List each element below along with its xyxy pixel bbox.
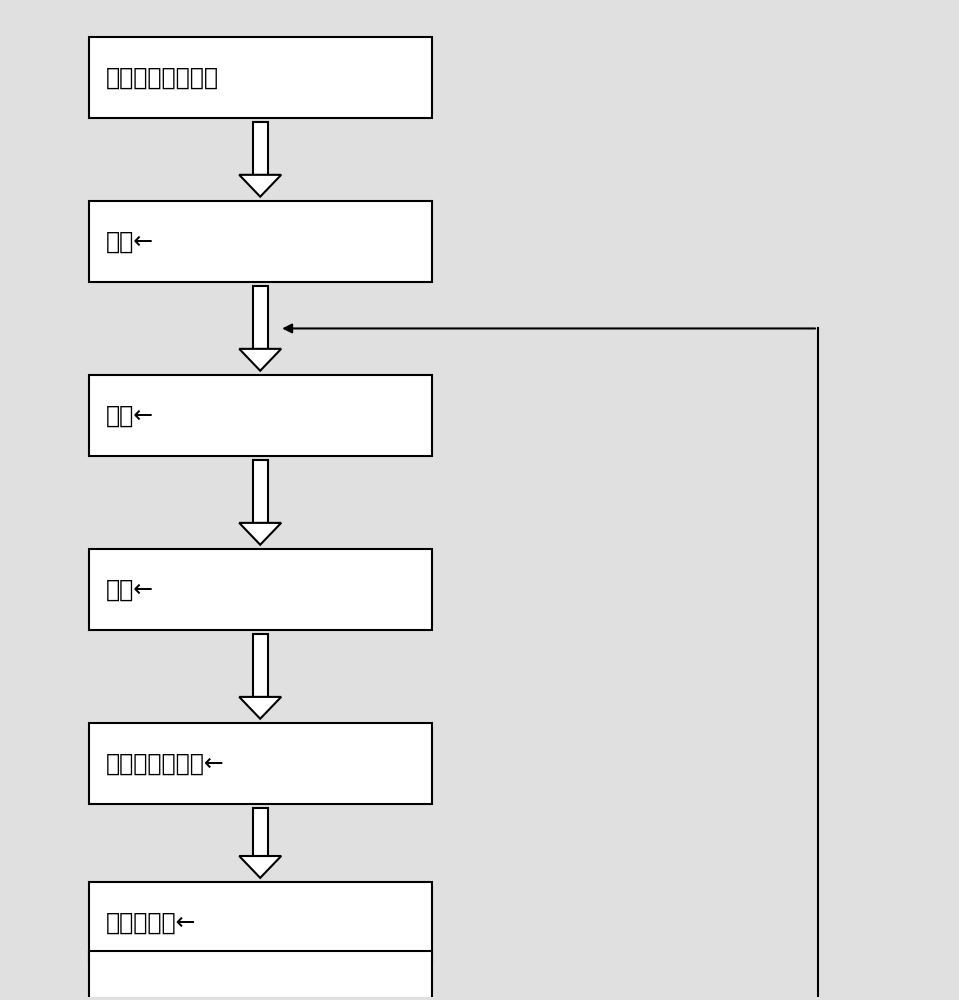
- FancyBboxPatch shape: [88, 37, 432, 118]
- Text: 提供低钔銅合金样: 提供低钔銅合金样: [105, 65, 219, 89]
- Bar: [88, 951, 432, 999]
- Polygon shape: [239, 523, 281, 545]
- Polygon shape: [239, 175, 281, 197]
- FancyBboxPatch shape: [88, 549, 432, 630]
- FancyBboxPatch shape: [88, 201, 432, 282]
- FancyBboxPatch shape: [88, 723, 432, 804]
- FancyBboxPatch shape: [88, 882, 432, 963]
- Polygon shape: [239, 856, 281, 878]
- Polygon shape: [239, 349, 281, 371]
- Polygon shape: [239, 697, 281, 719]
- Text: 显微镜观察←: 显微镜观察←: [105, 911, 197, 935]
- Bar: [252, 808, 268, 856]
- FancyBboxPatch shape: [88, 375, 432, 456]
- Text: 清洗并吹干试样←: 清洗并吹干试样←: [105, 752, 224, 776]
- Bar: [252, 286, 268, 349]
- Text: 研磨←: 研磨←: [105, 229, 153, 253]
- Bar: [252, 634, 268, 697]
- Text: 腑蚀←: 腑蚀←: [105, 578, 153, 601]
- Bar: [252, 460, 268, 523]
- Text: 抛光←: 抛光←: [105, 403, 153, 427]
- Bar: [252, 122, 268, 175]
